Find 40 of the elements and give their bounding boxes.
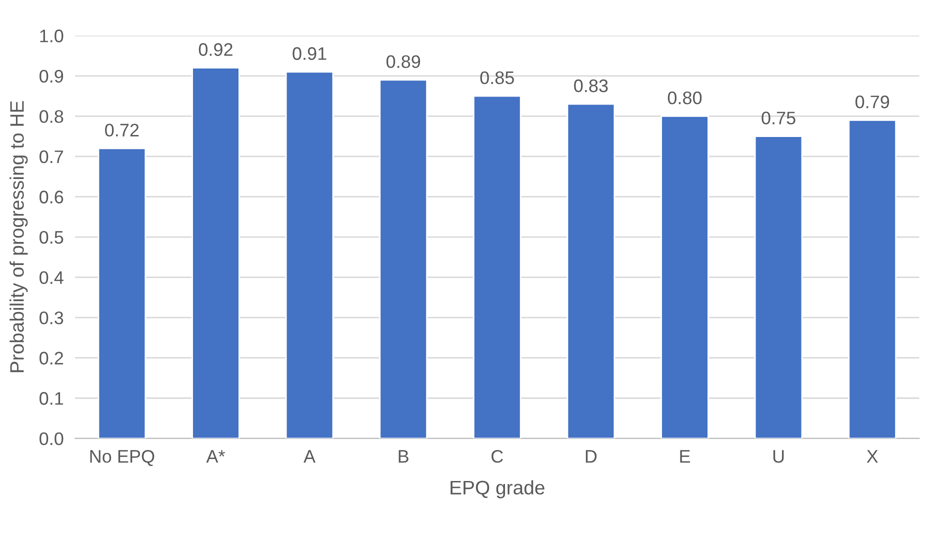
data-label: 0.79 [855,96,890,108]
data-label: 0.75 [762,112,796,124]
x-tick-label: C [492,450,503,463]
y-tick-label: 0.4 [40,271,64,284]
y-axis-title: Probability of progressing to HE [10,101,28,372]
y-tick-label: 0.6 [40,190,64,204]
x-tick-label: A [304,450,316,463]
bar [285,71,334,438]
x-tick-label: No EPQ [90,450,154,466]
bar [660,115,709,438]
bar [848,120,896,438]
y-tick-label: 0.0 [40,432,64,446]
data-label: 0.83 [574,79,608,92]
y-tick-label: 0.5 [40,230,64,244]
y-tick-label: 0.8 [40,110,64,123]
data-label: 0.92 [198,43,232,56]
x-tick-label: X [866,450,878,463]
bar [98,148,146,438]
x-axis-title: EPQ grade [450,480,544,498]
y-tick-label: 0.2 [40,352,64,365]
bar [754,136,803,438]
x-tick-label: B [398,450,408,463]
x-tick-label: D [586,450,597,463]
bar [566,103,616,438]
data-label: 0.72 [105,124,139,136]
y-tick-label: 0.3 [40,312,64,324]
x-tick-label: A* [206,450,225,463]
x-tick-label: E [680,450,690,463]
data-label: 0.80 [668,91,702,104]
y-tick-label: 0.7 [40,150,64,164]
y-tick-label: 1.0 [40,30,64,42]
x-tick-label: U [773,450,784,463]
bar [472,95,522,438]
bar [379,79,428,438]
y-tick-label: 0.9 [40,70,64,83]
data-label: 0.85 [480,71,514,84]
y-tick-label: 0.1 [40,392,64,405]
bar [192,67,240,438]
data-label: 0.89 [386,55,420,68]
data-label: 0.91 [292,47,326,60]
